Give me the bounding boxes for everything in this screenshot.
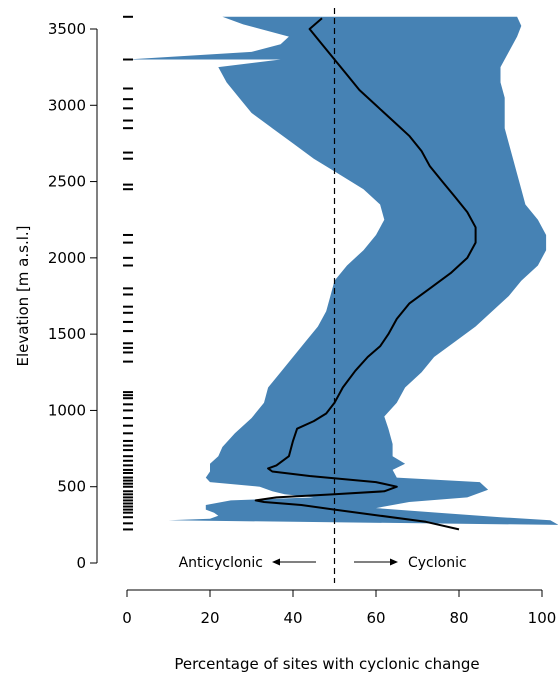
y-tick-label: 2500 — [48, 173, 86, 191]
x-tick-label: 80 — [449, 609, 468, 627]
x-tick-label: 20 — [200, 609, 219, 627]
x-tick-label: 40 — [283, 609, 302, 627]
anticyclonic-label: Anticyclonic — [179, 555, 263, 571]
y-tick-label: 1000 — [48, 401, 86, 419]
left-arrow-head-icon — [272, 558, 280, 566]
right-arrow-head-icon — [390, 558, 398, 566]
y-tick-label: 1500 — [48, 325, 86, 343]
x-tick-label: 100 — [528, 609, 557, 627]
mean-curve — [254, 17, 477, 531]
x-tick-label: 0 — [122, 609, 132, 627]
direction-annotation: Anticyclonic Cyclonic — [179, 555, 467, 571]
y-ticks: 0 500 1000 1500 2000 2500 3000 3500 — [48, 20, 97, 572]
x-tick-label: 60 — [366, 609, 385, 627]
y-tick-label: 2000 — [48, 249, 86, 267]
x-axis: 0 20 40 60 80 100 — [122, 589, 556, 627]
x-ticks: 0 20 40 60 80 100 — [122, 590, 556, 627]
y-tick-label: 500 — [57, 478, 86, 496]
y-axis: 0 500 1000 1500 2000 2500 3000 3500 — [48, 20, 98, 572]
y-axis-title: Elevation [m a.s.l.] — [14, 225, 32, 366]
plot-area — [123, 8, 558, 583]
site-elevation-rug — [123, 15, 133, 531]
y-tick-label: 0 — [76, 554, 86, 572]
cyclonic-label: Cyclonic — [408, 555, 467, 571]
y-tick-label: 3000 — [48, 96, 86, 114]
x-axis-title: Percentage of sites with cyclonic change — [174, 655, 479, 673]
uncertainty-band — [127, 16, 558, 525]
y-tick-label: 3500 — [48, 20, 86, 38]
